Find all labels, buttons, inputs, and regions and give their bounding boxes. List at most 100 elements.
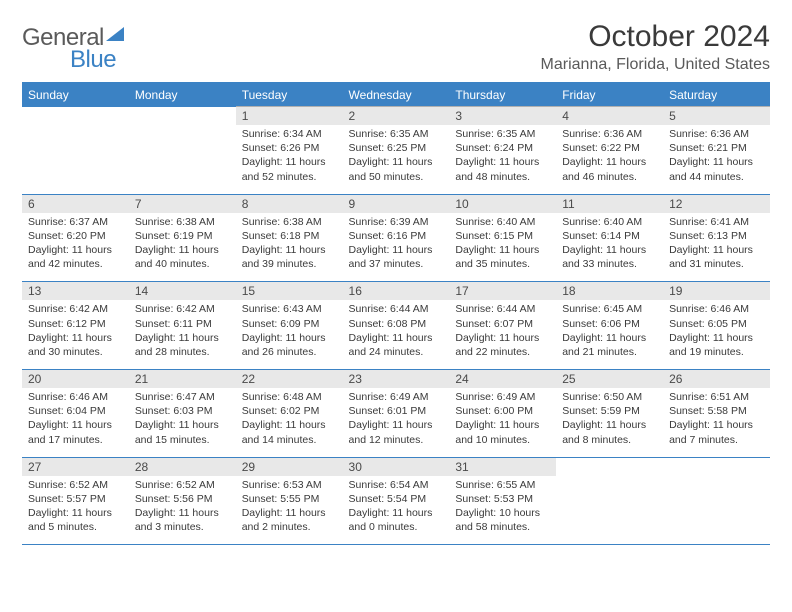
- daylight-text: Daylight: 11 hours and 21 minutes.: [562, 331, 657, 359]
- sunrise-text: Sunrise: 6:42 AM: [135, 302, 230, 316]
- sunrise-text: Sunrise: 6:37 AM: [28, 215, 123, 229]
- sunset-text: Sunset: 6:12 PM: [28, 317, 123, 331]
- day-cell: Sunrise: 6:34 AMSunset: 6:26 PMDaylight:…: [236, 125, 343, 194]
- daylight-text: Daylight: 11 hours and 52 minutes.: [242, 155, 337, 183]
- sunset-text: Sunset: 6:20 PM: [28, 229, 123, 243]
- dayname-header: Wednesday: [343, 83, 450, 107]
- day-number: 8: [236, 194, 343, 213]
- day-number: 2: [343, 107, 450, 126]
- sunrise-text: Sunrise: 6:51 AM: [669, 390, 764, 404]
- day-number: 21: [129, 370, 236, 389]
- sunset-text: Sunset: 6:01 PM: [349, 404, 444, 418]
- daylight-text: Daylight: 11 hours and 39 minutes.: [242, 243, 337, 271]
- calendar-table: SundayMondayTuesdayWednesdayThursdayFrid…: [22, 82, 770, 545]
- day-cell: Sunrise: 6:45 AMSunset: 6:06 PMDaylight:…: [556, 300, 663, 369]
- sunset-text: Sunset: 6:05 PM: [669, 317, 764, 331]
- sunset-text: Sunset: 6:21 PM: [669, 141, 764, 155]
- sunset-text: Sunset: 6:02 PM: [242, 404, 337, 418]
- day-number: 31: [449, 457, 556, 476]
- day-cell: Sunrise: 6:46 AMSunset: 6:05 PMDaylight:…: [663, 300, 770, 369]
- sunset-text: Sunset: 6:25 PM: [349, 141, 444, 155]
- sunset-text: Sunset: 5:57 PM: [28, 492, 123, 506]
- sunset-text: Sunset: 5:53 PM: [455, 492, 550, 506]
- day-number: [22, 107, 129, 126]
- day-cell: Sunrise: 6:47 AMSunset: 6:03 PMDaylight:…: [129, 388, 236, 457]
- day-number: 23: [343, 370, 450, 389]
- daylight-text: Daylight: 11 hours and 31 minutes.: [669, 243, 764, 271]
- day-cell: Sunrise: 6:42 AMSunset: 6:12 PMDaylight:…: [22, 300, 129, 369]
- day-number: 27: [22, 457, 129, 476]
- day-number: 6: [22, 194, 129, 213]
- day-cell: Sunrise: 6:55 AMSunset: 5:53 PMDaylight:…: [449, 476, 556, 545]
- daylight-text: Daylight: 11 hours and 0 minutes.: [349, 506, 444, 534]
- sunset-text: Sunset: 6:08 PM: [349, 317, 444, 331]
- sunset-text: Sunset: 6:07 PM: [455, 317, 550, 331]
- sunrise-text: Sunrise: 6:39 AM: [349, 215, 444, 229]
- logo-text-2: Blue: [70, 46, 116, 74]
- sunset-text: Sunset: 6:19 PM: [135, 229, 230, 243]
- daylight-text: Daylight: 11 hours and 33 minutes.: [562, 243, 657, 271]
- sunrise-text: Sunrise: 6:52 AM: [28, 478, 123, 492]
- sunrise-text: Sunrise: 6:49 AM: [349, 390, 444, 404]
- day-cell: Sunrise: 6:39 AMSunset: 6:16 PMDaylight:…: [343, 213, 450, 282]
- sunrise-text: Sunrise: 6:38 AM: [242, 215, 337, 229]
- title-block: October 2024 Marianna, Florida, United S…: [541, 20, 770, 74]
- sunrise-text: Sunrise: 6:35 AM: [455, 127, 550, 141]
- day-number: 1: [236, 107, 343, 126]
- day-cell: Sunrise: 6:41 AMSunset: 6:13 PMDaylight:…: [663, 213, 770, 282]
- sunrise-text: Sunrise: 6:46 AM: [669, 302, 764, 316]
- sunrise-text: Sunrise: 6:36 AM: [669, 127, 764, 141]
- sunset-text: Sunset: 6:14 PM: [562, 229, 657, 243]
- sunset-text: Sunset: 6:13 PM: [669, 229, 764, 243]
- sunset-text: Sunset: 5:55 PM: [242, 492, 337, 506]
- day-cell: Sunrise: 6:36 AMSunset: 6:21 PMDaylight:…: [663, 125, 770, 194]
- daylight-text: Daylight: 11 hours and 15 minutes.: [135, 418, 230, 446]
- daylight-text: Daylight: 11 hours and 14 minutes.: [242, 418, 337, 446]
- daylight-text: Daylight: 11 hours and 44 minutes.: [669, 155, 764, 183]
- sunrise-text: Sunrise: 6:40 AM: [455, 215, 550, 229]
- daylight-text: Daylight: 11 hours and 19 minutes.: [669, 331, 764, 359]
- day-number: 5: [663, 107, 770, 126]
- sunset-text: Sunset: 6:04 PM: [28, 404, 123, 418]
- sunset-text: Sunset: 5:54 PM: [349, 492, 444, 506]
- day-number: 7: [129, 194, 236, 213]
- sunset-text: Sunset: 5:59 PM: [562, 404, 657, 418]
- day-cell: Sunrise: 6:42 AMSunset: 6:11 PMDaylight:…: [129, 300, 236, 369]
- dayname-header: Monday: [129, 83, 236, 107]
- sunset-text: Sunset: 6:22 PM: [562, 141, 657, 155]
- daylight-text: Daylight: 11 hours and 46 minutes.: [562, 155, 657, 183]
- daylight-text: Daylight: 11 hours and 7 minutes.: [669, 418, 764, 446]
- day-cell: Sunrise: 6:52 AMSunset: 5:56 PMDaylight:…: [129, 476, 236, 545]
- dayname-header: Thursday: [449, 83, 556, 107]
- day-cell: Sunrise: 6:44 AMSunset: 6:08 PMDaylight:…: [343, 300, 450, 369]
- day-number: [129, 107, 236, 126]
- logo: General Blue: [22, 24, 132, 74]
- day-number: [663, 457, 770, 476]
- sunrise-text: Sunrise: 6:46 AM: [28, 390, 123, 404]
- sunrise-text: Sunrise: 6:44 AM: [349, 302, 444, 316]
- day-cell: Sunrise: 6:37 AMSunset: 6:20 PMDaylight:…: [22, 213, 129, 282]
- day-cell: Sunrise: 6:53 AMSunset: 5:55 PMDaylight:…: [236, 476, 343, 545]
- day-number: 13: [22, 282, 129, 301]
- daylight-text: Daylight: 10 hours and 58 minutes.: [455, 506, 550, 534]
- daylight-text: Daylight: 11 hours and 10 minutes.: [455, 418, 550, 446]
- sunrise-text: Sunrise: 6:36 AM: [562, 127, 657, 141]
- day-cell: [663, 476, 770, 545]
- day-number: 26: [663, 370, 770, 389]
- dayname-header: Tuesday: [236, 83, 343, 107]
- sunrise-text: Sunrise: 6:52 AM: [135, 478, 230, 492]
- daylight-text: Daylight: 11 hours and 26 minutes.: [242, 331, 337, 359]
- day-cell: Sunrise: 6:50 AMSunset: 5:59 PMDaylight:…: [556, 388, 663, 457]
- daylight-text: Daylight: 11 hours and 22 minutes.: [455, 331, 550, 359]
- sunrise-text: Sunrise: 6:42 AM: [28, 302, 123, 316]
- day-cell: Sunrise: 6:51 AMSunset: 5:58 PMDaylight:…: [663, 388, 770, 457]
- day-number: 16: [343, 282, 450, 301]
- day-cell: [22, 125, 129, 194]
- sunset-text: Sunset: 6:24 PM: [455, 141, 550, 155]
- daylight-text: Daylight: 11 hours and 5 minutes.: [28, 506, 123, 534]
- sunrise-text: Sunrise: 6:47 AM: [135, 390, 230, 404]
- daylight-text: Daylight: 11 hours and 40 minutes.: [135, 243, 230, 271]
- sunset-text: Sunset: 5:58 PM: [669, 404, 764, 418]
- day-cell: Sunrise: 6:43 AMSunset: 6:09 PMDaylight:…: [236, 300, 343, 369]
- day-cell: Sunrise: 6:52 AMSunset: 5:57 PMDaylight:…: [22, 476, 129, 545]
